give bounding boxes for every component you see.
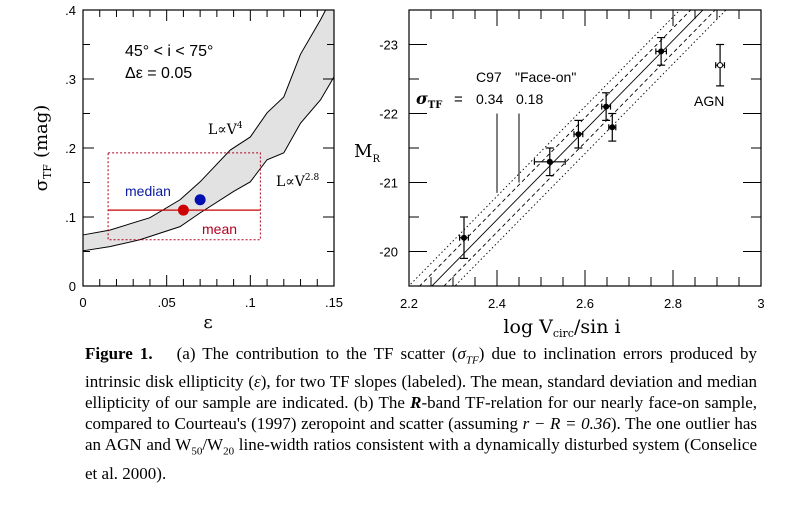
panel-b-tick-labels: 2.2 2.4 2.6 2.8 3 -20 -21 -22 -23 — [379, 38, 764, 312]
caption-w50-sub: 50 — [191, 445, 203, 458]
galaxy-points — [459, 36, 726, 259]
caption-part: (a) The contribution to the TF scatter ( — [176, 344, 458, 363]
curve-L-V2.8 — [82, 76, 335, 252]
c97-scatter-value: 0.34 — [476, 91, 503, 107]
panel-b: 2.2 2.4 2.6 2.8 3-20-21-22-23 C97 "Face-on" … — [354, 9, 765, 340]
sigma-band-fill — [83, 10, 334, 251]
std-deviation-box — [107, 152, 261, 241]
mean-point — [177, 204, 189, 216]
y-tick-label: -22 — [379, 107, 398, 122]
caption-text: Figure 1. (a) The contribution to the TF … — [85, 343, 757, 484]
y-axis-label-sigma: σTF(mag) — [31, 105, 54, 192]
delta-epsilon-label: Δε = 0.05 — [125, 65, 192, 82]
c97-scatter-line-lower — [454, 10, 727, 286]
x-tick-label: 2.4 — [488, 296, 506, 311]
lower-curve-label: L∝V2.8 — [276, 173, 319, 190]
figure-panels: 0 .05 .1 .15 0 .1 .2 .3 .4 45° < i < 75° Δε = 0.… — [31, 3, 765, 340]
data-marker — [461, 234, 467, 241]
caption-epsilon: ε — [253, 372, 261, 392]
y-tick-label: -20 — [379, 245, 398, 260]
data-marker — [658, 48, 665, 55]
c97-column-label: C97 — [476, 69, 502, 85]
agn-label: AGN — [694, 93, 724, 109]
galaxy-point — [608, 112, 617, 142]
caption-part: line-width ratios consistent with a dyna… — [85, 435, 757, 483]
caption-part: ) due to inclination errors produced by … — [85, 344, 757, 392]
caption-w20-sub: 20 — [223, 445, 235, 458]
y-tick-label: .1 — [65, 210, 76, 225]
x-tick-label: .15 — [325, 295, 343, 310]
face-on-scatter-value: 0.18 — [516, 91, 543, 107]
c97-scatter-line-upper — [409, 10, 681, 286]
x-tick-label: .1 — [245, 295, 256, 310]
caption-part: -band TF-relation for our nearly face-on… — [85, 393, 757, 434]
caption-part: ), for two TF slopes (labeled). The mean… — [85, 372, 757, 413]
agn-outlier-point — [715, 43, 726, 87]
panel-b-ticks — [408, 9, 762, 287]
face-on-column-label: "Face-on" — [515, 69, 576, 85]
sigma-tf-symbol: σTF — [416, 89, 442, 111]
data-marker — [575, 131, 582, 138]
galaxy-point — [573, 119, 584, 149]
caption-sigma: σ — [457, 344, 466, 363]
x-tick-label: 2.8 — [664, 296, 682, 311]
panel-b-frame — [408, 9, 762, 287]
y-tick-label: -23 — [379, 38, 398, 53]
caption-figure-label: Figure 1. — [85, 344, 153, 363]
panel-a-tick-labels: 0 .05 .1 .15 0 .1 .2 .3 .4 — [65, 3, 343, 310]
x-axis-label-epsilon: ε — [203, 312, 212, 333]
x-tick-label: 3 — [757, 296, 764, 311]
outlier-marker — [716, 62, 724, 69]
y-tick-label: .3 — [65, 72, 76, 87]
galaxy-point — [533, 147, 566, 177]
upper-curve-label: L∝V4 — [208, 121, 243, 138]
y-tick-label: 0 — [69, 279, 76, 294]
tf-relation-lines — [409, 10, 727, 286]
galaxy-point — [459, 216, 469, 259]
x-axis-label-logv: log Vcirc/sin i — [503, 316, 620, 340]
y-axis-label-mr: MR — [354, 141, 380, 165]
y-tick-label: .2 — [65, 141, 76, 156]
y-tick-label: -21 — [379, 176, 398, 191]
x-tick-label: 2.2 — [400, 296, 418, 311]
x-tick-label: 0 — [79, 295, 86, 310]
curve-L-V4 — [82, 9, 327, 236]
galaxy-point — [655, 36, 668, 66]
caption-color-equation: r − R = 0.36 — [522, 414, 611, 434]
median-label: median — [125, 183, 171, 199]
tf-relation-line — [431, 10, 704, 286]
scatter-scale-bars — [496, 113, 520, 193]
x-tick-label: .05 — [158, 295, 176, 310]
caption-part: ). The one outlier has an AGN and W — [85, 414, 757, 455]
median-point — [194, 194, 206, 206]
data-marker — [546, 158, 553, 165]
panel-a: 0 .05 .1 .15 0 .1 .2 .3 .4 45° < i < 75° Δε = 0.… — [31, 3, 343, 333]
y-tick-label: .4 — [65, 3, 76, 18]
figure-caption: Figure 1. (a) The contribution to the TF … — [85, 343, 757, 484]
x-tick-label: 2.6 — [576, 296, 594, 311]
caption-sigma-sub: TF — [465, 354, 479, 367]
sigma-equals: = — [454, 91, 463, 108]
caption-r-band: R — [410, 393, 422, 413]
mean-label: mean — [202, 221, 237, 237]
caption-part: /W — [202, 435, 224, 455]
data-marker — [609, 124, 616, 131]
inclination-range-label: 45° < i < 75° — [125, 43, 213, 60]
data-marker — [603, 103, 610, 110]
galaxy-point — [601, 92, 612, 122]
panel-a-frame — [82, 9, 335, 287]
